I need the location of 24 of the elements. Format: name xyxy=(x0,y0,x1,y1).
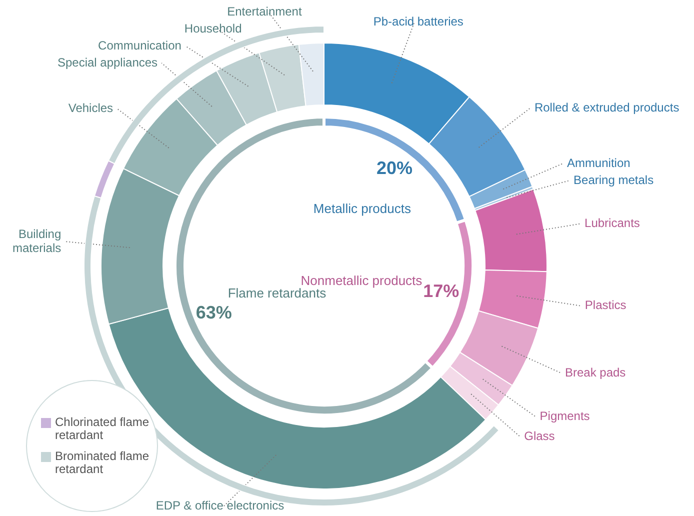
slice-label: Pigments xyxy=(540,409,590,424)
slice-label: Glass xyxy=(524,429,555,444)
slice-label: Lubricants xyxy=(584,216,640,230)
slice-label: Entertainment xyxy=(227,4,302,18)
data-label: 20% xyxy=(376,158,413,178)
slice-label: Metallic products xyxy=(313,200,412,216)
slice-label: EDP & office electronics xyxy=(156,498,284,512)
slice-label: Bearing metals xyxy=(574,172,654,187)
slice-label: Nonmetallic products xyxy=(300,272,423,288)
slice-label: Building materials xyxy=(12,226,62,255)
slice-label: Break pads xyxy=(564,365,626,380)
slice-label: Ammunition xyxy=(566,156,630,170)
slice-label: Pb-acid batteries xyxy=(373,14,464,29)
slice-label: Vehicles xyxy=(68,100,114,115)
slice-label: Plastics xyxy=(584,298,626,312)
slice-label: Rolled & extruded products xyxy=(534,100,680,114)
slice-label: Special appliances xyxy=(57,55,158,70)
data-label: 17% xyxy=(423,281,460,302)
legend-label: Chlorinated flame retardant xyxy=(55,415,150,442)
slice-label: Communication xyxy=(98,38,182,52)
legend-label: Brominated flame retardant xyxy=(55,449,150,476)
slice-label: Household xyxy=(184,21,242,36)
data-label: 63% xyxy=(196,302,232,323)
slice-label: Flame retardants xyxy=(228,285,327,300)
